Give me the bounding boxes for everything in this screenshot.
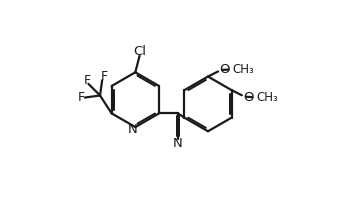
Text: O: O <box>219 63 230 76</box>
Text: Cl: Cl <box>133 45 146 58</box>
Text: N: N <box>127 123 137 136</box>
Text: CH₃: CH₃ <box>233 63 255 76</box>
Text: F: F <box>84 74 91 86</box>
Text: N: N <box>173 137 183 150</box>
Text: F: F <box>77 91 85 104</box>
Text: CH₃: CH₃ <box>256 91 278 104</box>
Text: O: O <box>243 91 253 104</box>
Text: F: F <box>101 70 108 83</box>
